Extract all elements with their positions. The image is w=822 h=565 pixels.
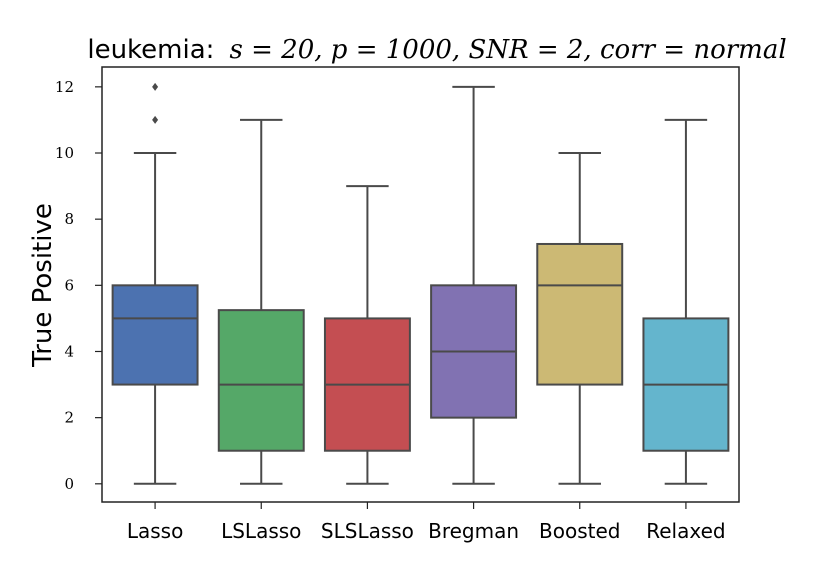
x-tick-label: Bregman — [428, 519, 519, 543]
box-group-lslasso — [217, 118, 305, 485]
x-tick-label: LSLasso — [221, 519, 301, 543]
y-tick-label: 6 — [64, 276, 74, 294]
chart-title-math: s = 20, p = 1000, SNR = 2, corr = normal — [230, 35, 787, 65]
y-tick-label: 12 — [55, 78, 74, 96]
box-group-boosted — [536, 152, 624, 485]
box-group-lasso — [111, 82, 199, 485]
chart-title: leukemia: s = 20, p = 1000, SNR = 2, cor… — [87, 35, 786, 65]
y-tick-label: 4 — [64, 342, 74, 360]
y-tick-label: 0 — [64, 475, 74, 493]
chart-title-prefix: leukemia: — [87, 35, 214, 65]
x-tick-label: Relaxed — [646, 519, 725, 543]
x-tick-label: Lasso — [127, 519, 183, 543]
y-tick-label: 2 — [64, 409, 74, 427]
x-tick-label: SLSLasso — [321, 519, 414, 543]
y-tick-label: 8 — [64, 210, 74, 228]
y-axis-label: True Positive — [28, 203, 58, 368]
outlier-point — [152, 82, 159, 91]
box-iqr — [217, 309, 305, 452]
y-tick-label: 10 — [55, 144, 74, 162]
box-iqr — [111, 284, 199, 386]
plot-frame — [101, 66, 740, 503]
x-tick-label: Boosted — [539, 519, 620, 543]
axis-ticks: 0 2 4 6 8 10 12 Lasso LSLasso SLSLasso Bregman Boos… — [55, 78, 726, 543]
box-iqr — [536, 242, 624, 386]
box-group-bregman — [430, 85, 518, 485]
boxes — [111, 82, 730, 485]
outlier-point — [152, 115, 159, 124]
box-group-relaxed — [642, 118, 730, 485]
box-group-slslasso — [323, 185, 411, 485]
